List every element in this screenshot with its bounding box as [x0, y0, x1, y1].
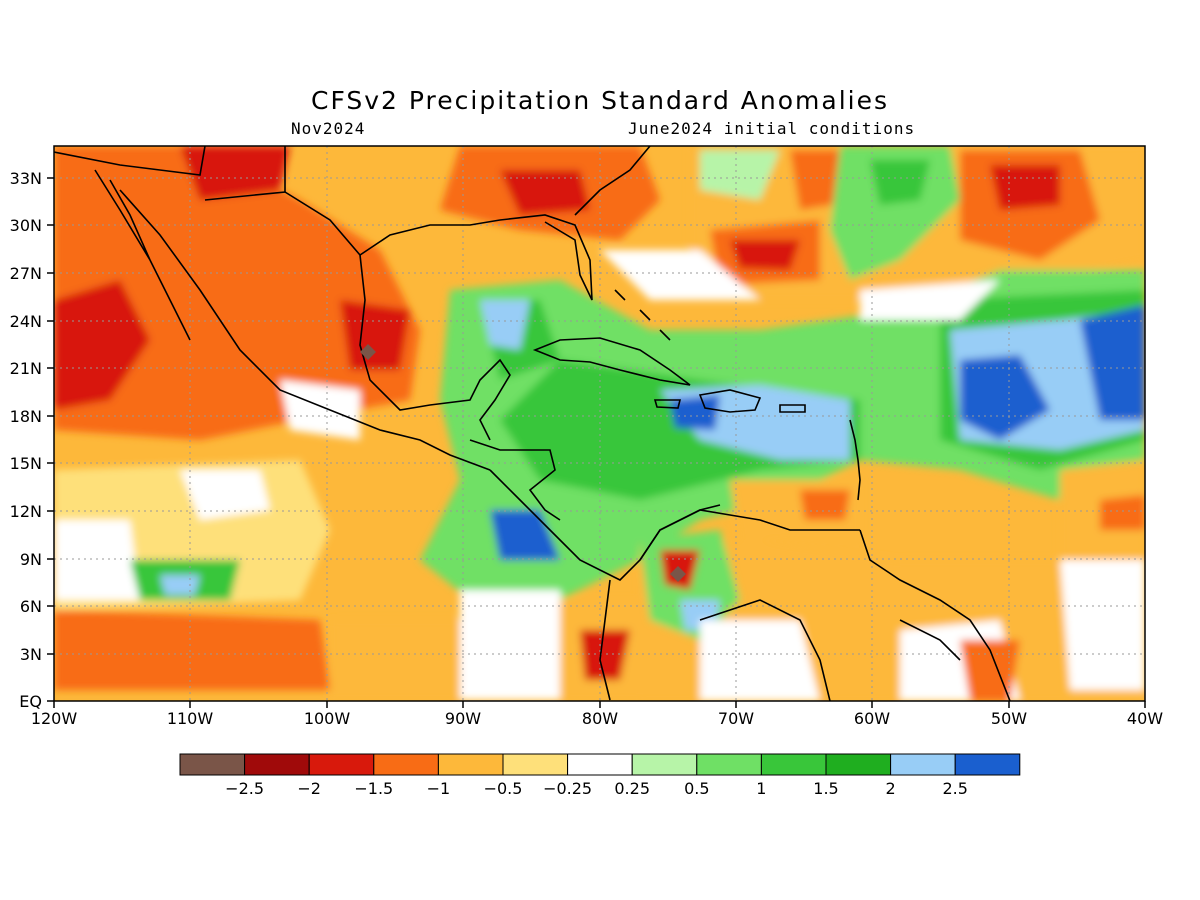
colorbar-swatch [437, 753, 504, 776]
y-tick-label: 18N [10, 407, 42, 426]
colorbar-label: 0.5 [684, 779, 709, 798]
axis-ticks [47, 177, 1146, 708]
colorbar-swatch [373, 753, 439, 776]
colorbar-label: 1.5 [813, 779, 838, 798]
chart-title: CFSv2 Precipitation Standard Anomalies [310, 86, 889, 115]
extreme-dry-marker [670, 566, 686, 582]
x-tick-label: 80W [582, 709, 618, 728]
colorbar-swatch [631, 753, 698, 776]
colorbar-label: −1 [427, 779, 451, 798]
y-tick-label: 30N [10, 216, 42, 235]
colorbar-swatch [954, 753, 1021, 776]
initial-conditions: June2024 initial conditions [628, 119, 916, 138]
y-tick-label: 12N [10, 502, 42, 521]
forecast-month: Nov2024 [291, 119, 366, 138]
y-tick-label: 15N [10, 454, 42, 473]
colorbar-label: 1 [756, 779, 766, 798]
y-tick-label: 6N [20, 597, 42, 616]
colorbar-swatch [179, 753, 246, 776]
colorbar-swatch [760, 753, 827, 776]
y-tick-label: 33N [10, 169, 42, 188]
anomaly-field [54, 146, 1145, 701]
x-tick-label: 100W [304, 709, 351, 728]
colorbar-label: −2 [297, 779, 321, 798]
colorbar-label: −1.5 [354, 779, 393, 798]
x-tick-label: 50W [991, 709, 1027, 728]
colorbar-swatch [244, 753, 310, 776]
colorbar-swatch [502, 753, 569, 776]
colorbar: −2.5 −2 −1.5 −1 −0.5 −0.25 0.25 0.5 1 1.5 2 2.5 [179, 753, 1021, 798]
colorbar-swatch [890, 753, 956, 776]
colorbar-label: −0.25 [543, 779, 592, 798]
colorbar-swatch [825, 753, 892, 776]
colorbar-label: 2 [886, 779, 896, 798]
extreme-dry-marker [360, 344, 376, 360]
y-tick-label: 27N [10, 264, 42, 283]
y-tick-label: 24N [10, 312, 42, 331]
y-tick-label: EQ [19, 692, 42, 711]
y-tick-label: 3N [20, 645, 42, 664]
x-tick-label: 70W [718, 709, 754, 728]
colorbar-label: 2.5 [942, 779, 967, 798]
y-tick-label: 21N [10, 359, 42, 378]
colorbar-label: −2.5 [225, 779, 264, 798]
x-tick-label: 120W [31, 709, 78, 728]
colorbar-label: −0.5 [484, 779, 523, 798]
x-tick-label: 60W [854, 709, 890, 728]
x-tick-label: 110W [167, 709, 214, 728]
x-tick-label: 90W [445, 709, 481, 728]
x-tick-label: 40W [1127, 709, 1163, 728]
colorbar-swatch [567, 753, 633, 776]
colorbar-swatch [308, 753, 375, 776]
y-tick-label: 9N [20, 550, 42, 569]
colorbar-label: 0.25 [614, 779, 650, 798]
colorbar-swatch [696, 753, 762, 776]
coastlines [54, 146, 1011, 701]
